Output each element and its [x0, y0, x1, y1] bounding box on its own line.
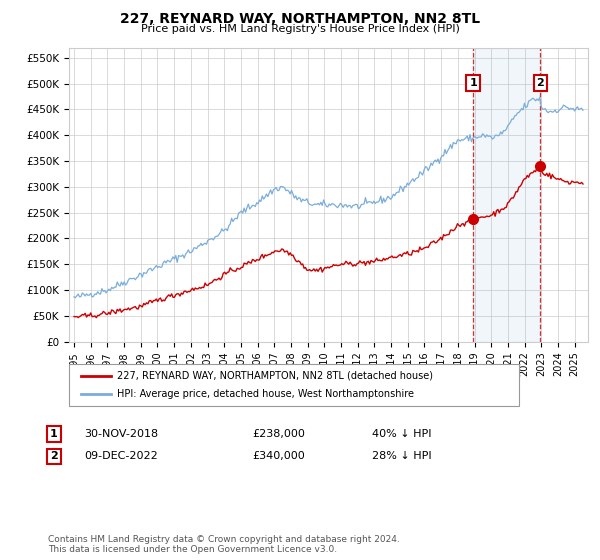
Text: HPI: Average price, detached house, West Northamptonshire: HPI: Average price, detached house, West… [117, 389, 414, 399]
Text: 227, REYNARD WAY, NORTHAMPTON, NN2 8TL (detached house): 227, REYNARD WAY, NORTHAMPTON, NN2 8TL (… [117, 371, 433, 381]
Text: Price paid vs. HM Land Registry's House Price Index (HPI): Price paid vs. HM Land Registry's House … [140, 24, 460, 34]
Text: 1: 1 [50, 429, 58, 439]
Text: 30-NOV-2018: 30-NOV-2018 [84, 429, 158, 439]
Text: Contains HM Land Registry data © Crown copyright and database right 2024.
This d: Contains HM Land Registry data © Crown c… [48, 535, 400, 554]
Text: 1: 1 [469, 78, 477, 88]
Text: 2: 2 [536, 78, 544, 88]
Text: 2: 2 [50, 451, 58, 461]
Text: £238,000: £238,000 [252, 429, 305, 439]
Text: 09-DEC-2022: 09-DEC-2022 [84, 451, 158, 461]
Text: 227, REYNARD WAY, NORTHAMPTON, NN2 8TL: 227, REYNARD WAY, NORTHAMPTON, NN2 8TL [120, 12, 480, 26]
Text: 28% ↓ HPI: 28% ↓ HPI [372, 451, 431, 461]
Text: £340,000: £340,000 [252, 451, 305, 461]
Text: 40% ↓ HPI: 40% ↓ HPI [372, 429, 431, 439]
